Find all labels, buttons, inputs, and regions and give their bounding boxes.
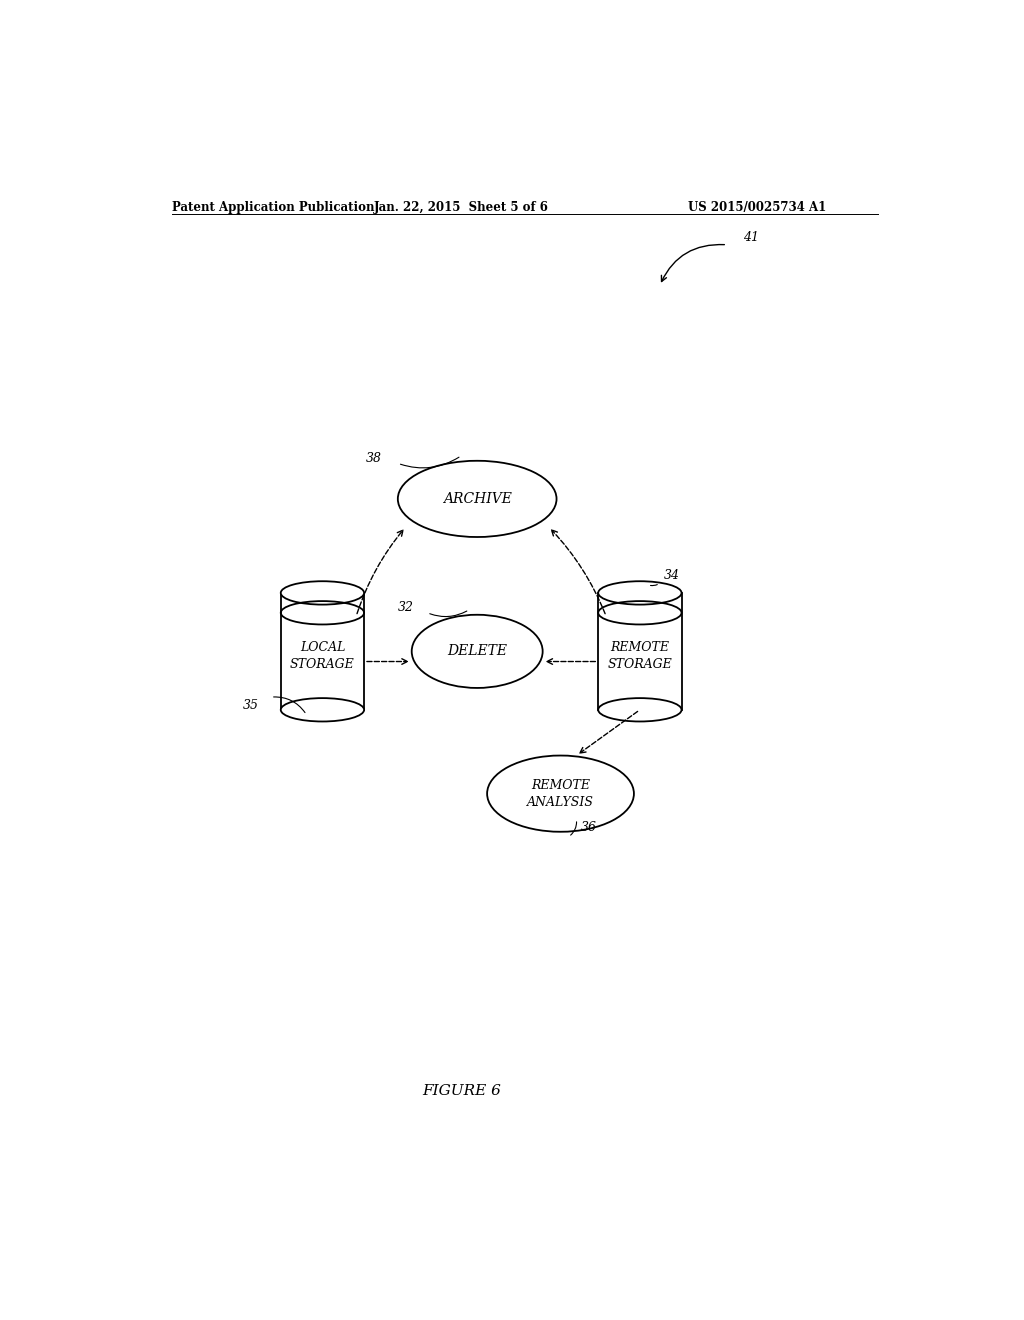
Text: FIGURE 6: FIGURE 6 [422,1085,501,1098]
Text: 34: 34 [664,569,680,582]
Ellipse shape [281,698,365,722]
Text: Jan. 22, 2015  Sheet 5 of 6: Jan. 22, 2015 Sheet 5 of 6 [374,201,549,214]
Text: US 2015/0025734 A1: US 2015/0025734 A1 [688,201,826,214]
Text: Patent Application Publication: Patent Application Publication [172,201,374,214]
Text: ARCHIVE: ARCHIVE [442,492,512,506]
Ellipse shape [598,698,682,722]
Text: LOCAL
STORAGE: LOCAL STORAGE [290,642,354,672]
Text: 36: 36 [581,821,596,834]
Ellipse shape [487,755,634,832]
Ellipse shape [598,581,682,605]
Text: DELETE: DELETE [447,644,507,659]
Ellipse shape [281,581,365,605]
Text: 38: 38 [367,451,382,465]
Text: 32: 32 [397,601,414,614]
Text: 41: 41 [743,231,759,244]
Text: REMOTE
ANALYSIS: REMOTE ANALYSIS [527,779,594,809]
Text: REMOTE
STORAGE: REMOTE STORAGE [607,642,672,672]
Text: 35: 35 [243,698,259,711]
Ellipse shape [412,615,543,688]
Ellipse shape [397,461,557,537]
Bar [598,593,682,710]
Bar [281,593,365,710]
